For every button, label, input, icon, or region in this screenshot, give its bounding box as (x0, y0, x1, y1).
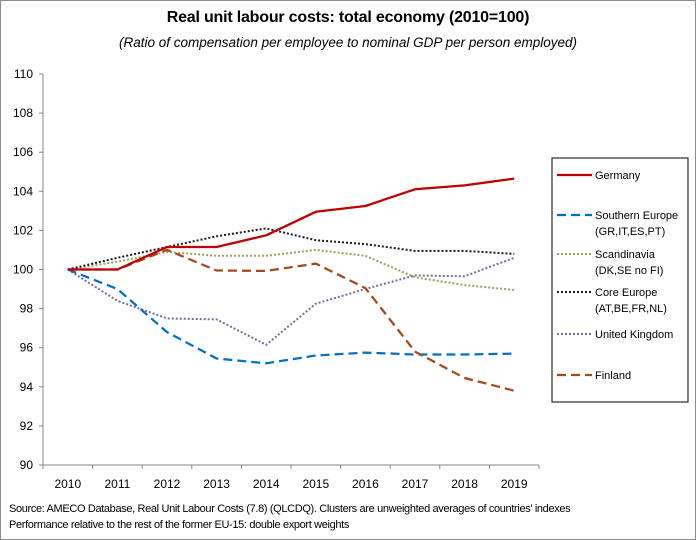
y-tick-label: 104 (13, 184, 33, 198)
y-tick-label: 98 (20, 302, 34, 316)
y-tick-label: 102 (13, 223, 33, 237)
legend-label: Southern Europe (595, 210, 678, 222)
series-finland (67, 248, 515, 392)
y-tick-label: 100 (13, 263, 33, 277)
x-tick-label: 2018 (451, 477, 478, 491)
y-tick-label: 94 (20, 380, 34, 394)
legend-item-germany: Germany (557, 170, 641, 182)
legend-item-southern-europe: Southern Europe (GR,IT,ES,PT) (557, 210, 678, 238)
legend-label: Germany (595, 170, 641, 182)
legend-item-core-europe: Core Europe (AT,BE,FR,NL) (557, 287, 667, 315)
y-tick-label: 110 (14, 67, 33, 81)
legend-label: Scandinavia (595, 249, 656, 261)
y-tick-label: 90 (20, 458, 34, 472)
series-scandinavia (67, 248, 515, 291)
legend-label: Finland (595, 370, 631, 382)
series-line-germany (67, 177, 515, 271)
legend-label: Core Europe (595, 287, 657, 299)
x-tick-label: 2017 (402, 477, 429, 491)
y-tick-label: 108 (13, 106, 33, 120)
y-tick-label: 106 (13, 145, 33, 159)
chart-title: Real unit labour costs: total economy (2… (166, 9, 530, 26)
x-tick-label: 2013 (203, 477, 230, 491)
series-line-united-kingdom (67, 256, 515, 346)
x-tick-label: 2019 (501, 477, 528, 491)
series-line-core-europe (67, 227, 515, 271)
series-layer (67, 177, 515, 392)
x-tick-label: 2014 (253, 477, 280, 491)
series-line-scandinavia (67, 248, 515, 291)
series-southern-europe (67, 268, 515, 365)
series-core-europe (67, 227, 515, 271)
y-tick-label: 96 (20, 341, 34, 355)
x-tick-label: 2010 (54, 477, 81, 491)
series-line-finland (67, 248, 515, 392)
x-axis: 2010 2011 2012 2013 2014 2015 2016 2017 2018 2019 (42, 464, 540, 491)
legend-item-united-kingdom: United Kingdom (557, 329, 673, 341)
source-note: Source: AMECO Database, Real Unit Labour… (9, 501, 689, 533)
chart-subtitle: (Ratio of compensation per employee to n… (119, 35, 577, 50)
legend-item-scandinavia: Scandinavia (DK,SE no FI) (557, 249, 663, 277)
legend: Germany Southern Europe (GR,IT,ES,PT) Scand… (551, 157, 689, 403)
series-united-kingdom (67, 256, 515, 346)
y-tick-label: 92 (20, 419, 34, 433)
legend-label: United Kingdom (595, 329, 673, 341)
x-tick-label: 2015 (302, 477, 329, 491)
note-line: Performance relative to the rest of the … (9, 519, 349, 531)
series-germany (67, 177, 515, 271)
series-line-southern-europe (67, 268, 515, 365)
x-tick-label: 2016 (352, 477, 379, 491)
legend-label: (GR,IT,ES,PT) (595, 226, 665, 238)
x-tick-label: 2012 (154, 477, 181, 491)
x-tick-label: 2011 (104, 477, 130, 491)
source-line: Source: AMECO Database, Real Unit Labour… (9, 503, 571, 515)
legend-item-finland: Finland (557, 370, 631, 382)
y-axis: 90 92 94 96 98 100 102 104 106 108 110 (13, 67, 44, 472)
legend-box (551, 157, 689, 403)
legend-label: (AT,BE,FR,NL) (595, 303, 667, 315)
legend-label: (DK,SE no FI) (595, 265, 663, 277)
